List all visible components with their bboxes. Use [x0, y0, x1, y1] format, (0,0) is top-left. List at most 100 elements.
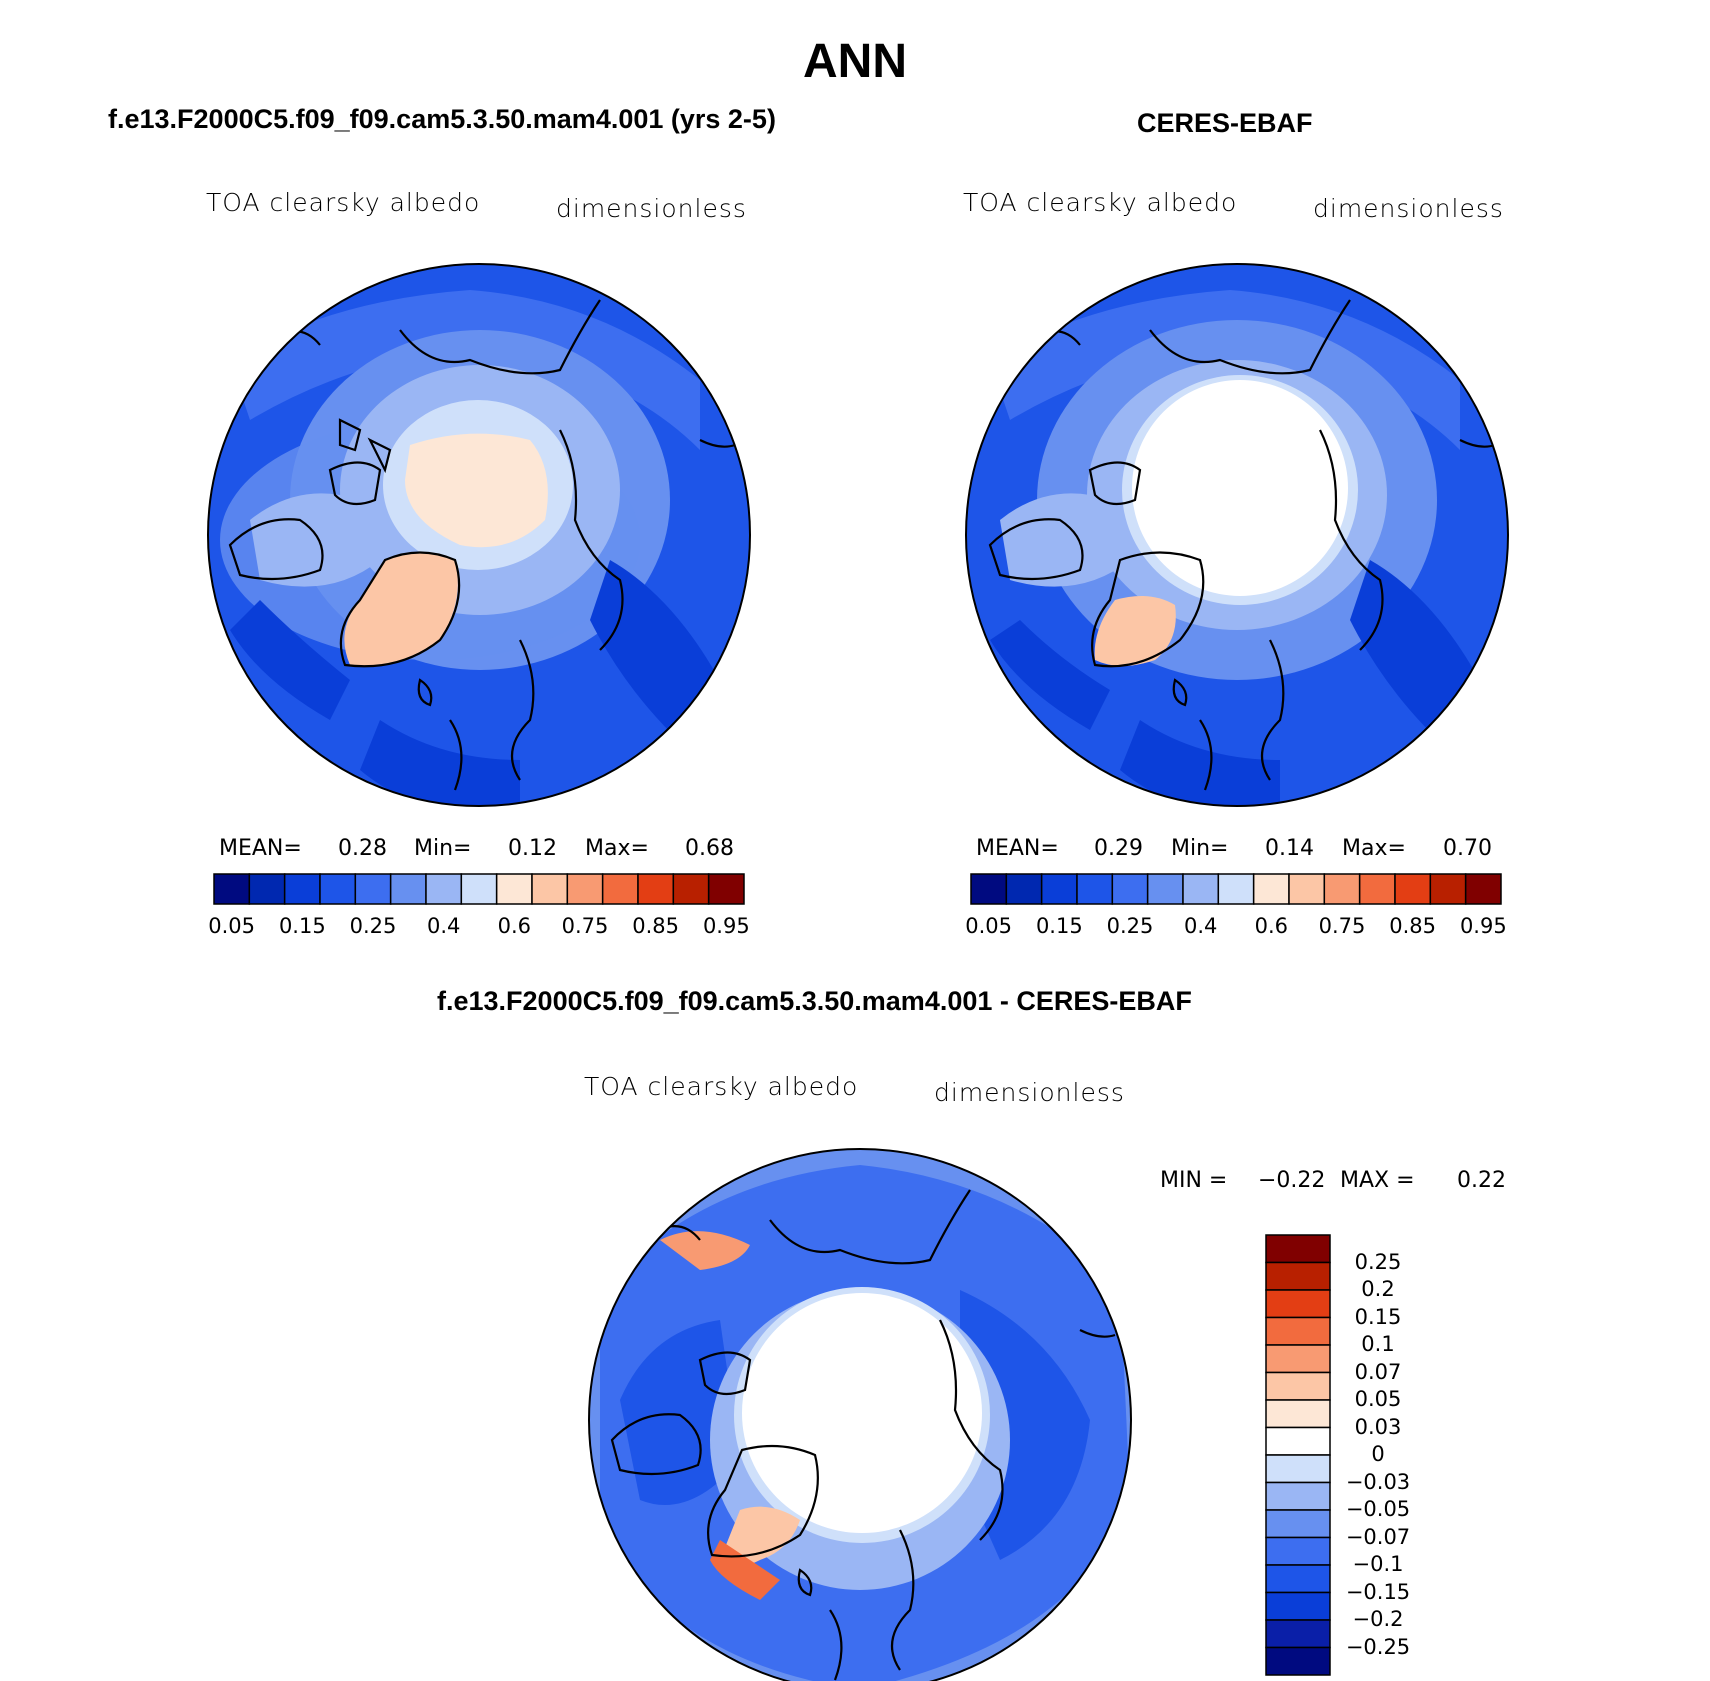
diff-colorbar-swatch: [1265, 1316, 1331, 1346]
obs-mean-label: MEAN=: [976, 836, 1059, 861]
diff-units-label: dimensionless: [934, 1078, 1125, 1107]
model-max-value: 0.68: [685, 836, 734, 861]
obs-max-value: 0.70: [1443, 836, 1492, 861]
obs-colorbar-swatch: [1040, 873, 1078, 905]
model-variable-label: TOA clearsky albedo: [206, 188, 481, 217]
model-field: [208, 264, 750, 806]
diff-colorbar-tick-label: −0.25: [1345, 1634, 1411, 1659]
model-max-label: Max=: [585, 836, 649, 861]
diff-colorbar: [1265, 1234, 1331, 1676]
diff-colorbar-swatch: [1265, 1646, 1331, 1676]
obs-units-label: dimensionless: [1313, 194, 1504, 223]
model-colorbar-tick-label: 0.25: [349, 914, 397, 938]
diff-colorbar-swatch: [1265, 1509, 1331, 1539]
obs-map-border: [965, 263, 1509, 807]
obs-colorbar-tick-label: 0.6: [1254, 914, 1289, 938]
model-coastlines: [228, 299, 736, 791]
model-colorbar-tick-label: 0.05: [208, 914, 256, 938]
obs-colorbar-swatch: [1252, 873, 1290, 905]
obs-colorbar-tick-label: 0.05: [965, 914, 1013, 938]
model-colorbar-tick-label: 0.4: [426, 914, 461, 938]
diff-colorbar-tick-label: 0.15: [1354, 1304, 1402, 1329]
model-colorbar-swatch: [213, 873, 251, 905]
obs-colorbar-swatch: [1076, 873, 1114, 905]
model-mean-value: 0.28: [338, 836, 387, 861]
diff-colorbar-swatch: [1265, 1344, 1331, 1374]
diff-colorbar-tick-label: −0.05: [1345, 1497, 1411, 1521]
model-colorbar-swatch: [531, 873, 569, 905]
diff-colorbar-tick-label: 0: [1371, 1442, 1385, 1466]
obs-variable-label: TOA clearsky albedo: [963, 188, 1238, 217]
diff-min-label: MIN =: [1160, 1168, 1228, 1193]
diff-field: [589, 1149, 1131, 1681]
obs-panel-title: CERES-EBAF: [1137, 108, 1313, 138]
diff-colorbar-tick-label: 0.05: [1354, 1387, 1402, 1411]
obs-colorbar-swatch: [1111, 873, 1149, 905]
obs-colorbar-tick-label: 0.4: [1183, 914, 1218, 938]
diff-variable-label: TOA clearsky albedo: [584, 1072, 859, 1101]
diff-colorbar-swatch: [1265, 1564, 1331, 1594]
season-title: ANN: [803, 35, 907, 88]
obs-colorbar-tick-label: 0.75: [1318, 914, 1366, 938]
model-colorbar-swatch: [354, 873, 392, 905]
diff-colorbar-tick-label: 0.03: [1354, 1414, 1402, 1439]
obs-colorbar-swatch: [1323, 873, 1361, 905]
diff-colorbar-tick-label: −0.03: [1345, 1469, 1411, 1494]
diff-colorbar-swatch: [1265, 1289, 1331, 1319]
model-colorbar-tick-label: 0.85: [632, 914, 680, 938]
obs-colorbar-swatch: [1394, 873, 1432, 905]
diff-colorbar-tick-label: −0.07: [1345, 1524, 1411, 1549]
model-colorbar-swatch: [389, 873, 427, 905]
model-colorbar-swatch: [601, 873, 639, 905]
obs-colorbar-swatch: [1358, 873, 1396, 905]
obs-field: [966, 264, 1508, 806]
diff-panel-title: f.e13.F2000C5.f09_f09.cam5.3.50.mam4.001…: [437, 986, 1192, 1016]
obs-mean-value: 0.29: [1094, 836, 1143, 861]
obs-colorbar-tick-label: 0.95: [1459, 914, 1507, 938]
diff-colorbar-tick-label: 0.1: [1361, 1332, 1395, 1356]
model-units-label: dimensionless: [556, 194, 747, 223]
diff-colorbar-tick-label: −0.15: [1345, 1579, 1411, 1604]
diff-max-label: MAX =: [1340, 1168, 1415, 1193]
diff-colorbar-swatch: [1265, 1426, 1331, 1456]
diff-colorbar-swatch: [1265, 1454, 1331, 1484]
obs-min-label: Min=: [1171, 836, 1229, 861]
diff-colorbar-swatch: [1265, 1619, 1331, 1649]
obs-colorbar-swatch: [1217, 873, 1255, 905]
diff-colorbar-tick-label: −0.1: [1352, 1552, 1404, 1576]
model-colorbar-tick-label: 0.75: [561, 914, 609, 938]
model-colorbar-swatch: [672, 873, 710, 905]
diff-colorbar-tick-label: −0.2: [1352, 1607, 1404, 1631]
model-min-value: 0.12: [508, 836, 557, 861]
model-mean-label: MEAN=: [219, 836, 302, 861]
diff-map-border: [588, 1148, 1132, 1681]
model-colorbar-swatch: [425, 873, 463, 905]
obs-max-label: Max=: [1342, 836, 1406, 861]
model-colorbar-swatch: [248, 873, 286, 905]
model-map-border: [207, 263, 751, 807]
model-panel-title: f.e13.F2000C5.f09_f09.cam5.3.50.mam4.001…: [108, 104, 776, 134]
diff-colorbar-swatch: [1265, 1481, 1331, 1511]
diff-colorbar-swatch: [1265, 1234, 1331, 1264]
model-colorbar-swatch: [637, 873, 675, 905]
diff-colorbar-swatch: [1265, 1371, 1331, 1401]
obs-min-value: 0.14: [1265, 836, 1314, 861]
model-min-label: Min=: [414, 836, 472, 861]
obs-colorbar-swatch: [1146, 873, 1184, 905]
diff-colorbar-swatch: [1265, 1591, 1331, 1621]
model-colorbar-tick-label: 0.15: [278, 914, 326, 938]
obs-coastlines: [988, 299, 1496, 791]
model-colorbar-swatch: [283, 873, 321, 905]
obs-colorbar-tick-label: 0.85: [1389, 914, 1437, 938]
obs-colorbar-swatch: [970, 873, 1008, 905]
model-colorbar-swatch: [707, 873, 745, 905]
obs-colorbar-swatch: [1429, 873, 1467, 905]
diff-colorbar-swatch: [1265, 1399, 1331, 1429]
diff-max-value: 0.22: [1457, 1168, 1506, 1193]
diff-min-value: −0.22: [1258, 1168, 1326, 1193]
obs-colorbar-swatch: [1005, 873, 1043, 905]
model-colorbar-swatch: [319, 873, 357, 905]
model-colorbar-tick-label: 0.95: [702, 914, 750, 938]
diff-colorbar-tick-label: 0.25: [1354, 1249, 1402, 1274]
diff-colorbar-swatch: [1265, 1261, 1331, 1291]
